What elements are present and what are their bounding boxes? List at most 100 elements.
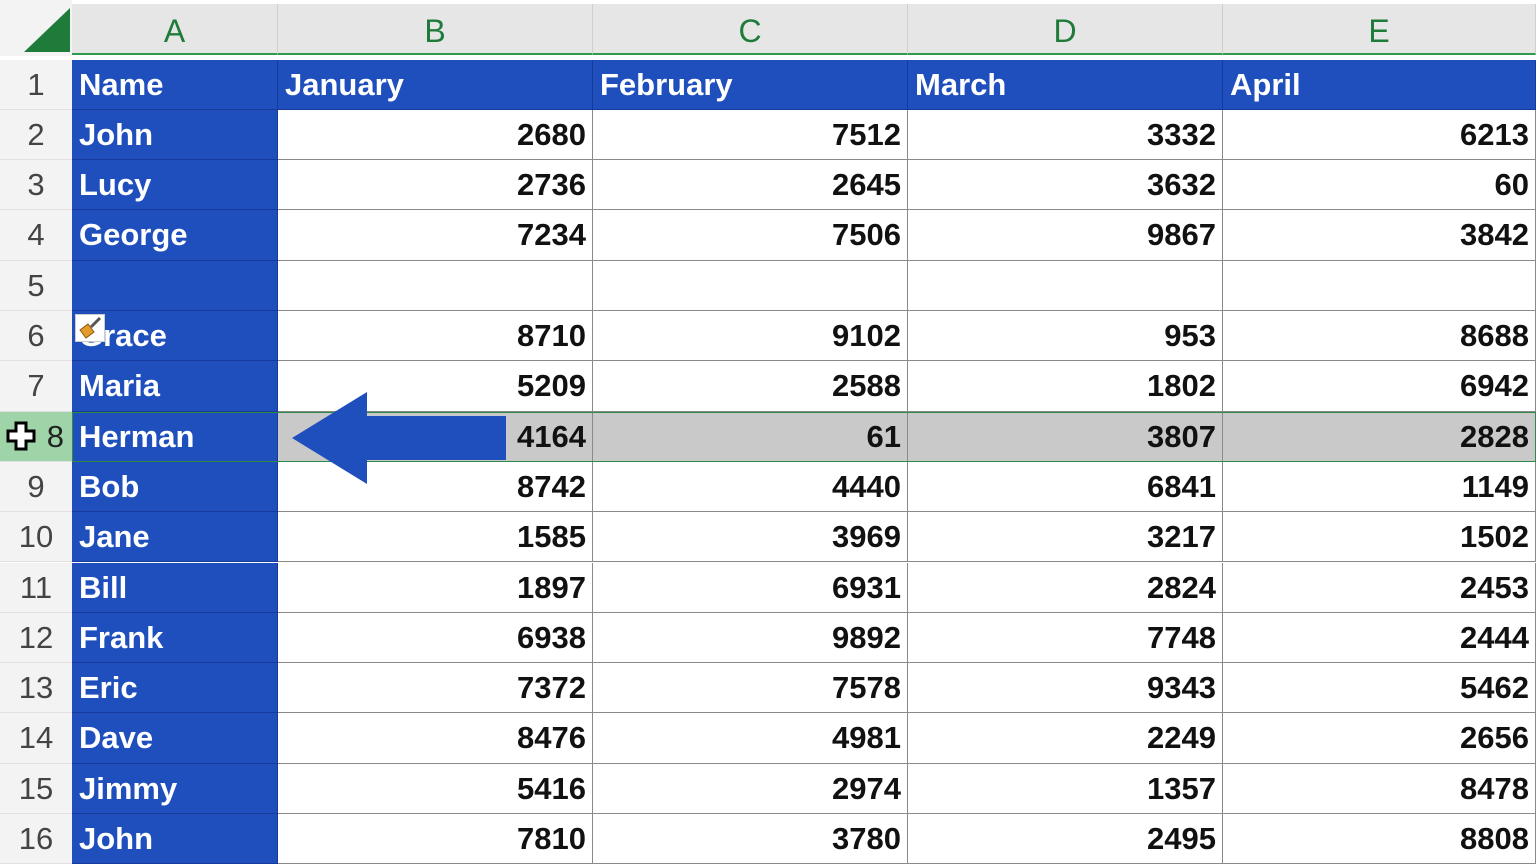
value-cell[interactable]: 6942 <box>1223 361 1536 412</box>
value-cell[interactable]: 2249 <box>908 713 1223 764</box>
value-cell[interactable]: 8478 <box>1223 763 1536 814</box>
column-header-b[interactable]: B <box>278 4 593 55</box>
value-cell[interactable]: 3332 <box>908 109 1223 161</box>
value-cell[interactable]: 3780 <box>593 814 908 864</box>
value-cell[interactable]: 6841 <box>908 461 1223 513</box>
name-cell[interactable]: Grace <box>72 311 278 362</box>
value-cell[interactable]: 3807 <box>908 411 1223 462</box>
value-cell[interactable] <box>1223 260 1536 311</box>
column-header-d[interactable]: D <box>908 4 1223 55</box>
value-cell[interactable]: 1502 <box>1223 512 1536 563</box>
column-header-e[interactable]: E <box>1223 4 1536 55</box>
name-cell[interactable]: Bill <box>72 562 278 613</box>
value-cell[interactable]: 2656 <box>1223 713 1536 764</box>
value-cell[interactable]: 1802 <box>908 361 1223 412</box>
value-cell[interactable]: 3632 <box>908 160 1223 211</box>
column-header-c[interactable]: C <box>593 4 908 55</box>
value-cell[interactable]: 7748 <box>908 612 1223 664</box>
value-cell[interactable] <box>278 260 593 311</box>
name-cell[interactable]: Jane <box>72 512 278 563</box>
header-cell-january[interactable]: January <box>278 59 593 110</box>
name-cell[interactable]: John <box>72 109 278 161</box>
row-header-9[interactable]: 9 <box>0 461 72 513</box>
name-cell[interactable]: Jimmy <box>72 763 278 814</box>
value-cell[interactable] <box>593 260 908 311</box>
value-cell[interactable]: 9867 <box>908 210 1223 261</box>
row-header-5[interactable]: 5 <box>0 260 72 311</box>
value-cell[interactable]: 7506 <box>593 210 908 261</box>
row-header-1[interactable]: 1 <box>0 59 72 110</box>
value-cell[interactable]: 3969 <box>593 512 908 563</box>
value-cell[interactable]: 5416 <box>278 763 593 814</box>
value-cell[interactable]: 9343 <box>908 663 1223 714</box>
value-cell[interactable]: 61 <box>593 411 908 462</box>
value-cell[interactable]: 2680 <box>278 109 593 161</box>
row-header-11[interactable]: 11 <box>0 562 72 613</box>
name-cell[interactable]: Frank <box>72 612 278 664</box>
name-cell[interactable]: Herman <box>72 411 278 462</box>
value-cell[interactable]: 7810 <box>278 814 593 864</box>
value-cell[interactable]: 9892 <box>593 612 908 664</box>
value-cell[interactable]: 4440 <box>593 461 908 513</box>
value-cell[interactable]: 953 <box>908 311 1223 362</box>
header-cell-april[interactable]: April <box>1223 59 1536 110</box>
row-header-14[interactable]: 14 <box>0 713 72 764</box>
name-cell[interactable]: Dave <box>72 713 278 764</box>
name-cell[interactable]: Lucy <box>72 160 278 211</box>
value-cell[interactable]: 5209 <box>278 361 593 412</box>
value-cell[interactable]: 5462 <box>1223 663 1536 714</box>
value-cell[interactable]: 1357 <box>908 763 1223 814</box>
value-cell[interactable]: 2828 <box>1223 411 1536 462</box>
row-header-7[interactable]: 7 <box>0 361 72 412</box>
value-cell[interactable]: 4981 <box>593 713 908 764</box>
value-cell[interactable]: 6938 <box>278 612 593 664</box>
value-cell[interactable]: 8742 <box>278 461 593 513</box>
value-cell[interactable]: 2495 <box>908 814 1223 864</box>
header-cell-march[interactable]: March <box>908 59 1223 110</box>
row-header-3[interactable]: 3 <box>0 160 72 211</box>
header-cell-name[interactable]: Name <box>72 59 278 110</box>
value-cell[interactable]: 60 <box>1223 160 1536 211</box>
value-cell[interactable]: 8688 <box>1223 311 1536 362</box>
row-header-10[interactable]: 10 <box>0 512 72 563</box>
value-cell[interactable]: 2588 <box>593 361 908 412</box>
name-cell[interactable] <box>72 260 278 311</box>
name-cell[interactable]: John <box>72 814 278 864</box>
value-cell[interactable]: 2974 <box>593 763 908 814</box>
value-cell[interactable]: 7512 <box>593 109 908 161</box>
value-cell[interactable]: 1897 <box>278 562 593 613</box>
value-cell[interactable]: 6213 <box>1223 109 1536 161</box>
header-cell-february[interactable]: February <box>593 59 908 110</box>
select-all-button[interactable] <box>0 0 72 56</box>
row-header-13[interactable]: 13 <box>0 663 72 714</box>
value-cell[interactable]: 8476 <box>278 713 593 764</box>
value-cell[interactable]: 2736 <box>278 160 593 211</box>
value-cell[interactable]: 3217 <box>908 512 1223 563</box>
value-cell[interactable]: 6931 <box>593 562 908 613</box>
value-cell[interactable] <box>908 260 1223 311</box>
row-header-6[interactable]: 6 <box>0 311 72 362</box>
value-cell[interactable]: 2645 <box>593 160 908 211</box>
value-cell[interactable]: 7578 <box>593 663 908 714</box>
column-header-a[interactable]: A <box>72 4 278 55</box>
name-cell[interactable]: Eric <box>72 663 278 714</box>
row-header-2[interactable]: 2 <box>0 109 72 161</box>
value-cell[interactable]: 7372 <box>278 663 593 714</box>
value-cell[interactable]: 1149 <box>1223 461 1536 513</box>
name-cell[interactable]: Maria <box>72 361 278 412</box>
value-cell[interactable]: 2824 <box>908 562 1223 613</box>
row-header-12[interactable]: 12 <box>0 612 72 664</box>
value-cell[interactable]: 2453 <box>1223 562 1536 613</box>
value-cell[interactable]: 2444 <box>1223 612 1536 664</box>
value-cell[interactable]: 1585 <box>278 512 593 563</box>
row-header-4[interactable]: 4 <box>0 210 72 261</box>
value-cell[interactable]: 8808 <box>1223 814 1536 864</box>
name-cell[interactable]: Bob <box>72 461 278 513</box>
value-cell[interactable]: 9102 <box>593 311 908 362</box>
value-cell[interactable]: 3842 <box>1223 210 1536 261</box>
value-cell[interactable]: 7234 <box>278 210 593 261</box>
row-header-16[interactable]: 16 <box>0 814 72 864</box>
row-header-15[interactable]: 15 <box>0 763 72 814</box>
name-cell[interactable]: George <box>72 210 278 261</box>
value-cell[interactable]: 8710 <box>278 311 593 362</box>
